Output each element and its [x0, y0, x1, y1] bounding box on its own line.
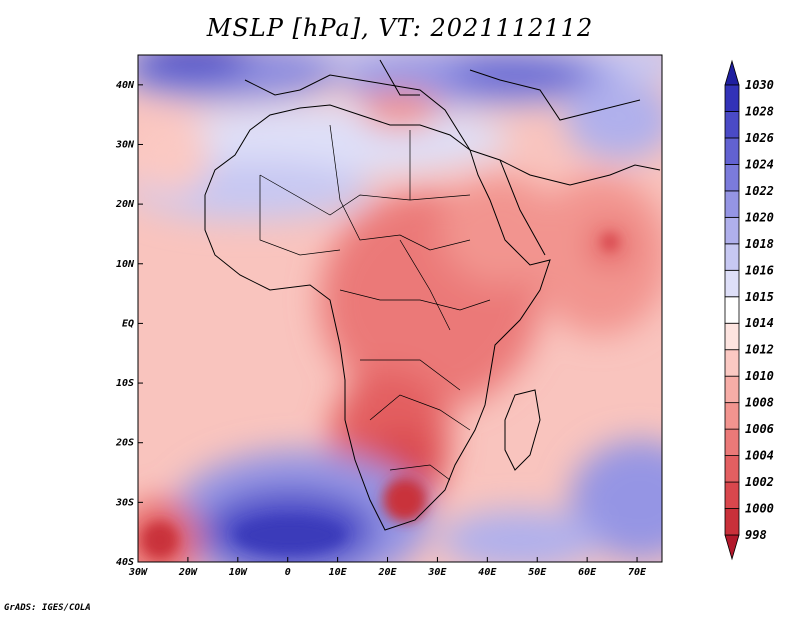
pressure-field	[138, 55, 662, 562]
colorbar-swatch	[724, 428, 740, 456]
colorbar-label: 1022	[745, 184, 774, 198]
colorbar-label: 1020	[745, 210, 774, 224]
colorbar-label: 1002	[745, 475, 774, 489]
colorbar-swatch	[724, 190, 740, 218]
colorbar-swatch	[724, 349, 740, 377]
colorbar: 998 1000 1002 1004 1006 1008 1010 1012 1014 1015 1…	[724, 59, 774, 561]
colorbar-swatch	[724, 375, 740, 404]
lat-tick-label: 20S	[115, 438, 134, 449]
colorbar-label: 1024	[745, 157, 774, 171]
colorbar-label: 1006	[745, 422, 774, 436]
lon-tick-label: 30W	[128, 567, 148, 578]
colorbar-min-triangle	[724, 534, 740, 561]
colorbar-label: 1000	[745, 502, 774, 516]
lat-tick-label: EQ	[122, 318, 134, 329]
colorbar-swatch	[724, 481, 740, 509]
lon-axis: 30W 20W 10W 0 10E 20E 30E 40E 50E 60E 70E	[128, 557, 647, 578]
colorbar-swatch	[724, 111, 740, 139]
lon-tick-label: 70E	[628, 567, 647, 578]
lon-tick-label: 60E	[578, 567, 597, 578]
colorbar-swatch	[724, 322, 740, 351]
lon-tick-label: 40E	[478, 567, 497, 578]
lat-tick-label: 10S	[116, 378, 134, 389]
colorbar-label: 998	[745, 528, 767, 542]
colorbar-swatch	[724, 243, 740, 271]
colorbar-label: 1010	[745, 369, 774, 383]
chart-title: MSLP [hPa], VT: 2021112112	[206, 14, 594, 42]
lon-tick-label: 30E	[427, 567, 447, 578]
colorbar-swatch	[724, 508, 740, 536]
lon-tick-label: 10W	[229, 567, 248, 578]
lat-axis: 40N 30N 20N 10N EQ 10S 20S 30S 40S	[115, 80, 143, 568]
colorbar-label: 1028	[745, 104, 774, 118]
lon-tick-label: 50E	[528, 567, 547, 578]
africa-coastline	[204, 59, 661, 531]
colorbar-swatch	[724, 216, 740, 245]
lon-tick-label: 0	[285, 567, 291, 578]
lat-tick-label: 30S	[115, 497, 134, 508]
colorbar-label: 1026	[745, 131, 774, 145]
colorbar-label: 1014	[745, 316, 774, 330]
lat-tick-label: 40S	[116, 557, 134, 568]
lat-tick-label: 20N	[115, 199, 135, 210]
colorbar-swatch	[724, 269, 740, 298]
lon-tick-label: 20E	[377, 567, 397, 578]
colorbar-label: 1004	[745, 449, 774, 463]
lat-tick-label: 30N	[115, 139, 135, 150]
colorbar-swatch	[724, 84, 740, 112]
grads-credit: GrADS: IGES/COLA	[4, 603, 91, 613]
colorbar-label: 1012	[745, 343, 774, 357]
plot-frame	[137, 54, 663, 563]
lon-tick-label: 10E	[329, 567, 348, 578]
colorbar-label: 1016	[745, 263, 774, 277]
lon-tick-label: 20W	[178, 567, 198, 578]
colorbar-swatch	[724, 164, 740, 192]
colorbar-label: 1008	[745, 396, 774, 410]
country-borders	[259, 124, 491, 481]
lat-tick-label: 40N	[116, 80, 135, 91]
colorbar-label: 1030	[745, 78, 774, 92]
lat-tick-label: 10N	[116, 259, 135, 270]
colorbar-max-triangle	[724, 59, 740, 86]
colorbar-label: 1018	[745, 237, 774, 251]
colorbar-label: 1015	[745, 290, 774, 304]
colorbar-swatch	[724, 455, 740, 483]
colorbar-swatch	[724, 296, 740, 324]
colorbar-swatch	[724, 137, 740, 165]
colorbar-swatch	[724, 402, 740, 430]
